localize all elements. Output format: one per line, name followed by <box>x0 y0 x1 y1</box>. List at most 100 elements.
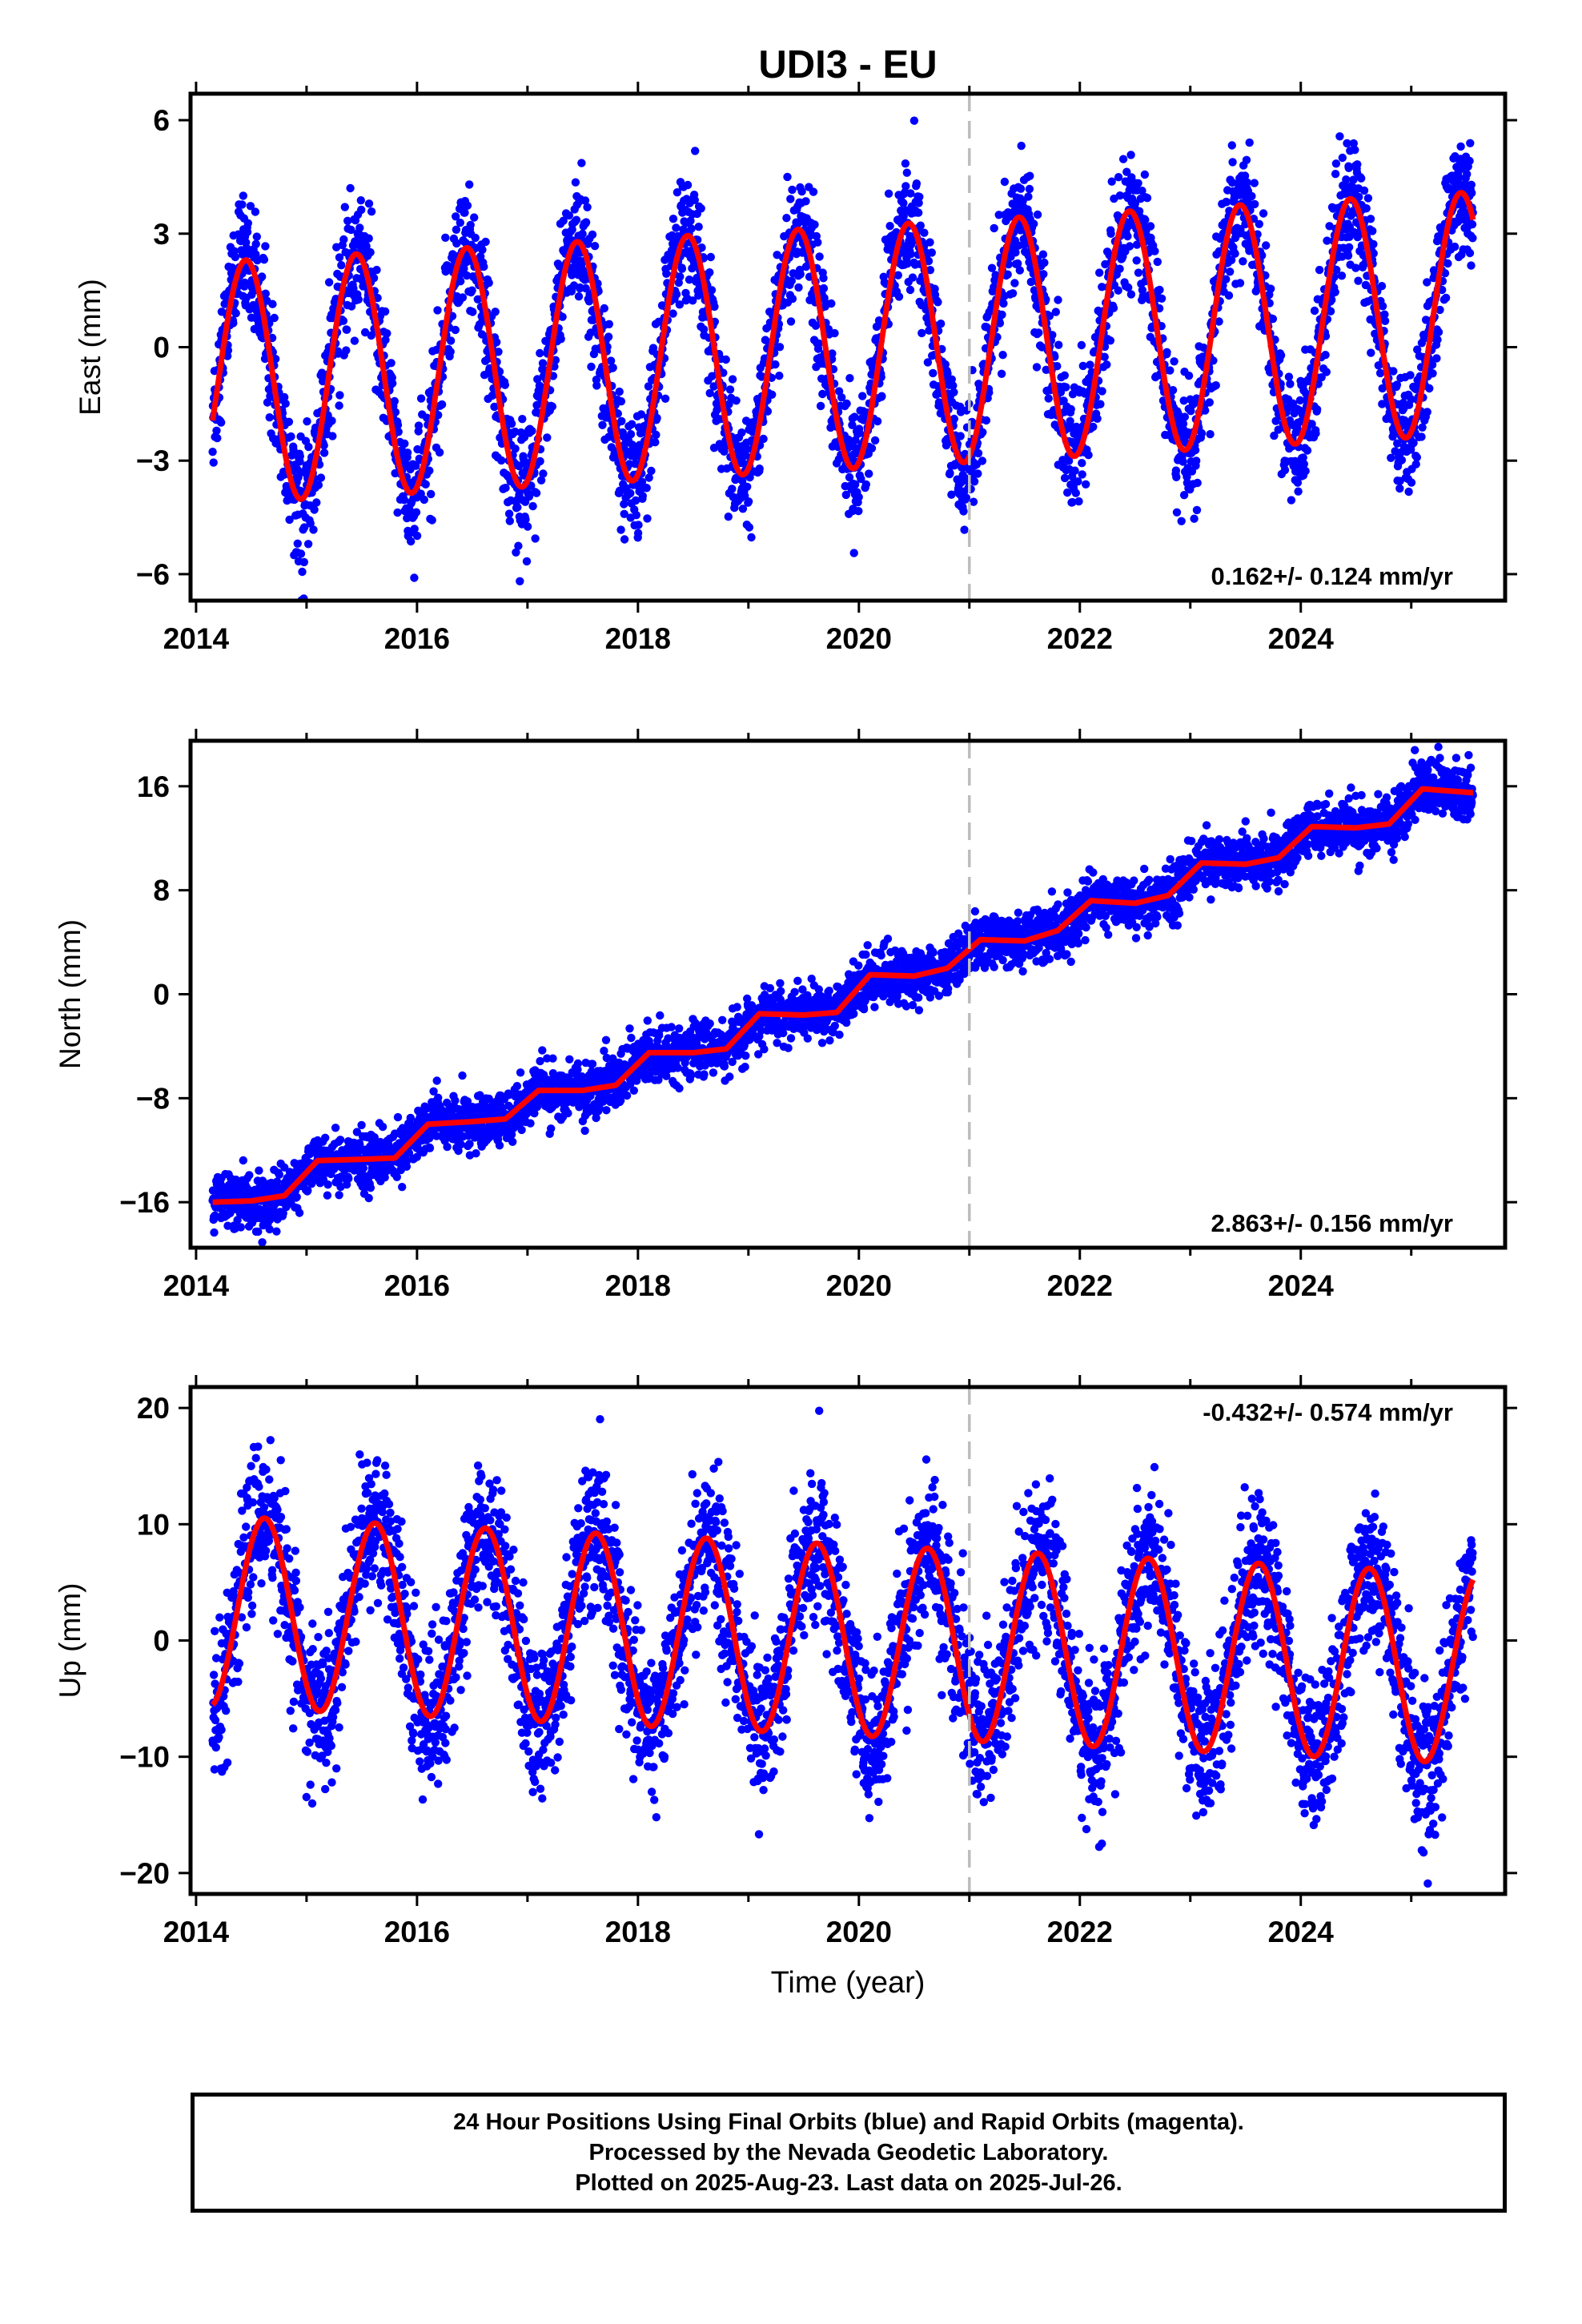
data-point <box>620 500 628 509</box>
data-point <box>581 283 590 293</box>
data-point <box>339 235 348 244</box>
x-tick-label: 2024 <box>1268 622 1335 655</box>
data-point <box>873 416 882 426</box>
data-point <box>504 509 514 518</box>
data-point <box>1312 405 1322 414</box>
data-point <box>1040 258 1049 267</box>
data-point <box>998 351 1007 360</box>
data-point <box>906 189 915 198</box>
data-point <box>296 549 306 558</box>
data-point <box>516 577 524 585</box>
data-point <box>830 328 839 338</box>
data-point <box>783 172 792 182</box>
data-point <box>243 219 252 227</box>
data-point <box>845 472 854 482</box>
data-point <box>636 410 646 419</box>
data-point <box>465 180 474 189</box>
data-point <box>1071 489 1081 497</box>
data-point <box>293 539 302 548</box>
data-point <box>507 419 516 428</box>
data-point <box>1157 294 1166 303</box>
data-point <box>745 472 754 482</box>
data-point <box>710 302 719 312</box>
data-point <box>970 477 979 486</box>
data-point <box>801 197 810 206</box>
data-point <box>690 195 699 204</box>
data-point <box>491 308 500 316</box>
data-point <box>427 489 436 499</box>
data-point <box>1172 472 1181 481</box>
data-point <box>828 349 837 358</box>
data-point <box>452 239 461 248</box>
data-point <box>1132 240 1142 249</box>
data-point <box>425 466 434 475</box>
data-point <box>349 283 358 293</box>
data-point <box>924 256 934 266</box>
data-point <box>270 313 279 323</box>
data-point <box>1084 451 1093 460</box>
data-point <box>934 298 942 307</box>
data-point <box>528 426 536 436</box>
data-point <box>669 309 677 318</box>
y-tick-label: −6 <box>136 558 170 591</box>
data-point <box>391 408 400 416</box>
data-point <box>420 495 428 505</box>
data-point <box>394 428 403 436</box>
data-point <box>1467 261 1476 270</box>
data-point <box>1038 250 1048 259</box>
scatter-points-east <box>208 116 1477 601</box>
data-point <box>299 557 308 567</box>
data-point <box>651 438 660 447</box>
data-point <box>522 557 532 566</box>
data-point <box>867 444 877 452</box>
data-point <box>400 496 409 505</box>
data-point <box>501 484 510 493</box>
data-point <box>559 216 568 225</box>
data-point <box>1034 328 1043 337</box>
data-point <box>271 355 280 364</box>
data-point <box>1337 271 1347 280</box>
data-point <box>323 1191 332 1200</box>
data-point <box>323 1180 332 1189</box>
data-point <box>1191 445 1200 455</box>
data-point <box>1310 306 1319 316</box>
data-point <box>870 436 880 445</box>
data-point <box>548 402 556 411</box>
data-point <box>1154 304 1164 313</box>
data-point <box>1086 360 1094 369</box>
data-point <box>480 262 488 271</box>
data-point <box>355 223 364 232</box>
data-point <box>858 392 867 400</box>
data-point <box>683 180 693 190</box>
data-point <box>367 207 376 216</box>
data-point <box>588 230 597 239</box>
data-point <box>521 515 530 524</box>
data-point <box>1125 242 1134 251</box>
data-point <box>451 1096 460 1105</box>
data-point <box>1286 380 1295 388</box>
data-point <box>227 263 236 272</box>
data-point <box>1004 259 1014 269</box>
data-point <box>1098 283 1106 292</box>
data-point <box>644 473 653 482</box>
data-point <box>1215 317 1223 326</box>
data-point <box>1299 460 1309 468</box>
data-point <box>745 523 754 532</box>
data-point <box>1299 453 1307 462</box>
data-point <box>532 489 541 497</box>
data-point <box>1192 505 1202 515</box>
data-point <box>1025 184 1034 194</box>
data-point <box>342 346 351 355</box>
data-point <box>737 428 746 437</box>
data-point <box>1150 247 1159 255</box>
data-point <box>331 1124 340 1132</box>
data-point <box>865 469 873 478</box>
data-point <box>697 204 705 213</box>
x-tick-label: 2014 <box>163 622 230 655</box>
data-point <box>1293 478 1303 487</box>
data-point <box>1357 174 1366 183</box>
data-point <box>456 1140 465 1149</box>
data-point <box>1389 367 1398 376</box>
data-point <box>584 297 594 306</box>
data-point <box>284 417 294 426</box>
